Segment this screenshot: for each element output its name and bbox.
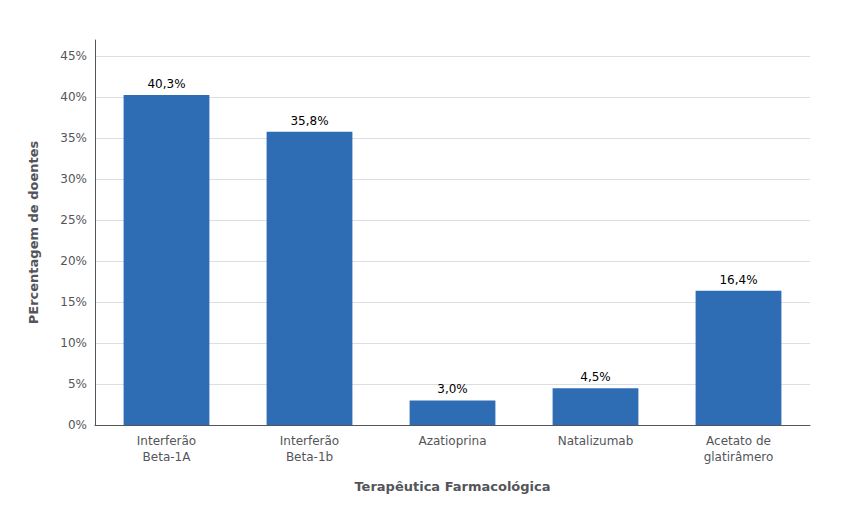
svg-text:35,8%: 35,8% — [290, 114, 328, 128]
svg-text:Interferão: Interferão — [137, 434, 196, 448]
svg-text:PErcentagem de doentes: PErcentagem de doentes — [26, 140, 41, 324]
svg-text:10%: 10% — [60, 336, 87, 350]
svg-text:0%: 0% — [68, 418, 87, 432]
svg-text:30%: 30% — [60, 172, 87, 186]
svg-text:5%: 5% — [68, 377, 87, 391]
svg-text:25%: 25% — [60, 213, 87, 227]
svg-text:Azatioprina: Azatioprina — [418, 434, 486, 448]
svg-text:40%: 40% — [60, 90, 87, 104]
svg-text:Natalizumab: Natalizumab — [558, 434, 634, 448]
svg-text:Interferão: Interferão — [280, 434, 339, 448]
svg-text:15%: 15% — [60, 295, 87, 309]
svg-text:40,3%: 40,3% — [147, 77, 185, 91]
svg-text:Terapêutica Farmacológica: Terapêutica Farmacológica — [354, 479, 550, 494]
svg-text:20%: 20% — [60, 254, 87, 268]
svg-text:glatirâmero: glatirâmero — [704, 450, 774, 464]
svg-text:16,4%: 16,4% — [719, 273, 757, 287]
svg-text:35%: 35% — [60, 131, 87, 145]
svg-text:3,0%: 3,0% — [437, 382, 468, 396]
svg-text:Beta-1A: Beta-1A — [143, 450, 192, 464]
svg-text:Beta-1b: Beta-1b — [286, 450, 333, 464]
svg-text:4,5%: 4,5% — [580, 370, 611, 384]
svg-text:45%: 45% — [60, 49, 87, 63]
svg-text:Acetato de: Acetato de — [706, 434, 771, 448]
